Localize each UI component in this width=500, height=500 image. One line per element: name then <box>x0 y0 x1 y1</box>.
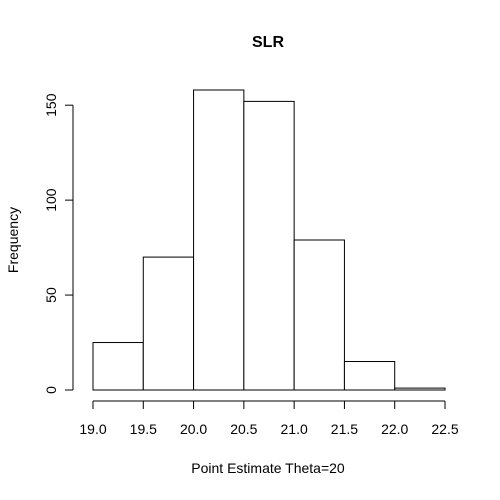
histogram-bar <box>343 361 396 391</box>
x-axis-label: Point Estimate Theta=20 <box>191 460 345 476</box>
histogram-bar <box>243 100 295 391</box>
x-tick-label: 22.0 <box>381 421 408 437</box>
x-tick-label: 19.0 <box>79 421 106 437</box>
histogram-bar <box>193 89 245 391</box>
x-tick-label: 21.5 <box>331 421 358 437</box>
bars-group <box>92 89 446 391</box>
y-tick-label: 0 <box>43 386 59 394</box>
y-axis-label: Frequency <box>5 207 21 273</box>
histogram-bar <box>394 387 446 391</box>
x-tick-label: 22.5 <box>431 421 458 437</box>
x-tick-label: 20.0 <box>180 421 207 437</box>
y-tick-label: 100 <box>43 188 59 212</box>
y-tick-label: 150 <box>43 93 59 117</box>
y-tick-label: 50 <box>43 287 59 303</box>
histogram-bar <box>142 256 195 391</box>
histogram-bar <box>293 239 345 391</box>
x-tick-label: 21.0 <box>281 421 308 437</box>
x-axis: 19.0 19.5 20.0 20.5 21.0 21.5 22.0 22.5 <box>79 400 459 437</box>
x-tick-label: 20.5 <box>230 421 257 437</box>
histogram-bar <box>92 342 144 391</box>
chart-title: SLR <box>252 34 284 51</box>
y-axis: 0 50 100 150 <box>43 93 74 394</box>
x-tick-label: 19.5 <box>130 421 157 437</box>
